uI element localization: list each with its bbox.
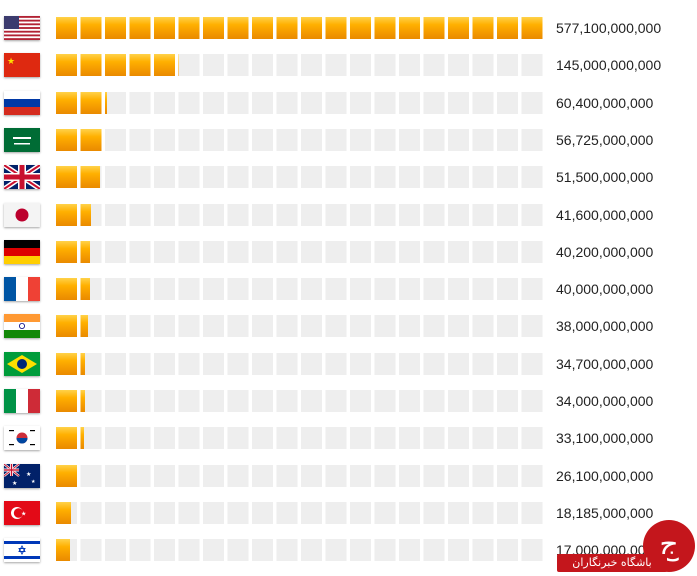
value-label: 18,185,000,000 [556, 504, 654, 521]
br-flag-icon [4, 351, 40, 376]
jp-flag-icon [4, 202, 40, 227]
bar [56, 17, 546, 39]
bar-row: 577,100,000,000 [0, 14, 697, 44]
gb-flag-icon [4, 165, 40, 190]
tr-flag-icon: ★ [4, 500, 40, 525]
value-label: 26,100,000,000 [556, 467, 654, 484]
bar [56, 352, 86, 375]
svg-text:★: ★ [21, 510, 26, 517]
bar-track [56, 352, 546, 375]
bar-row: ★ 145,000,000,000 [0, 51, 697, 81]
bar [56, 390, 85, 412]
bar [56, 166, 100, 189]
bar-track [56, 166, 546, 189]
it-flag-icon [4, 389, 40, 413]
bar [56, 203, 92, 226]
bar-row: 17,000,000,000 [0, 536, 697, 566]
bar-track [56, 128, 546, 151]
svg-text:★: ★ [12, 480, 17, 487]
kr-flag-icon [4, 426, 40, 451]
bar-row: ★ 18,185,000,000 [0, 499, 697, 529]
bar-track [56, 539, 546, 562]
bar-row: 34,700,000,000 [0, 350, 697, 380]
bar-row: ★ ★ ★ 26,100,000,000 [0, 462, 697, 492]
value-label: 145,000,000,000 [556, 57, 662, 74]
bar [56, 91, 108, 114]
bar-row: 60,400,000,000 [0, 89, 697, 119]
value-label: 41,600,000,000 [556, 206, 654, 223]
value-label: 51,500,000,000 [556, 169, 654, 186]
bar-track [56, 91, 546, 114]
value-label: 577,100,000,000 [556, 20, 662, 36]
us-flag-icon [4, 16, 40, 40]
value-label: 33,100,000,000 [556, 430, 654, 447]
svg-text:★: ★ [31, 479, 36, 485]
value-label: 40,200,000,000 [556, 243, 654, 260]
bar-track [56, 315, 546, 338]
de-flag-icon [4, 239, 40, 264]
bar-row: 41,600,000,000 [0, 201, 697, 231]
bar-row: 33,100,000,000 [0, 424, 697, 454]
bar-track [56, 390, 546, 412]
fr-flag-icon [4, 277, 40, 302]
sa-flag-icon [4, 127, 40, 152]
bar [56, 427, 85, 450]
bar-track [56, 203, 546, 226]
bar-row: 40,000,000,000 [0, 275, 697, 305]
bar [56, 54, 180, 77]
ru-flag-icon [4, 90, 40, 115]
value-label: 60,400,000,000 [556, 94, 654, 111]
bar-row: 34,000,000,000 [0, 387, 697, 417]
bar-row: 40,200,000,000 [0, 238, 697, 268]
value-label: 40,000,000,000 [556, 281, 654, 298]
bar [56, 539, 71, 562]
il-flag-icon [4, 538, 40, 563]
bar-row: 38,000,000,000 [0, 312, 697, 342]
bar [56, 128, 105, 151]
bar [56, 501, 72, 524]
svg-text:★: ★ [7, 56, 15, 66]
bar-track [56, 427, 546, 450]
watermark-emblem: ج [643, 520, 695, 572]
au-flag-icon: ★ ★ ★ [4, 463, 40, 488]
cn-flag-icon: ★ [4, 53, 40, 78]
watermark-text: باشگاه خبرنگاران [557, 554, 667, 572]
bar-track [56, 464, 546, 487]
bar-row: 51,500,000,000 [0, 163, 697, 193]
bar-track [56, 501, 546, 524]
svg-text:★: ★ [26, 471, 31, 478]
bar [56, 240, 91, 263]
value-label: 34,000,000,000 [556, 393, 654, 409]
bar-track [56, 240, 546, 263]
value-label: 56,725,000,000 [556, 131, 654, 148]
bar [56, 278, 90, 301]
bar-row: 56,725,000,000 [0, 126, 697, 156]
bar-track [56, 278, 546, 301]
watermark-logo: ج باشگاه خبرنگاران [555, 520, 697, 576]
bar [56, 315, 89, 338]
value-label: 38,000,000,000 [556, 318, 654, 335]
bar [56, 464, 79, 487]
in-flag-icon [4, 314, 40, 339]
value-label: 34,700,000,000 [556, 355, 654, 372]
